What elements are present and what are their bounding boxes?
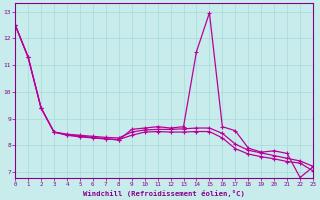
X-axis label: Windchill (Refroidissement éolien,°C): Windchill (Refroidissement éolien,°C) [83,190,245,197]
